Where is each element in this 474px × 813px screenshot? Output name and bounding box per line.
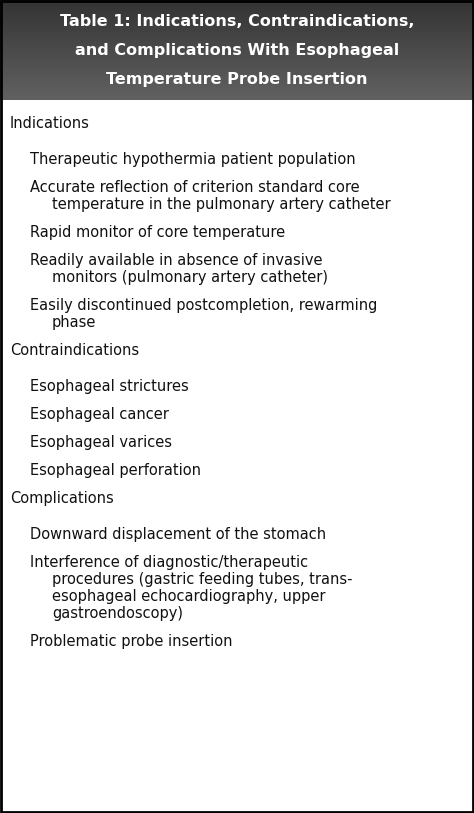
Bar	[0, 25, 474, 26]
Text: Rapid monitor of core temperature: Rapid monitor of core temperature	[30, 225, 285, 240]
Text: Esophageal perforation: Esophageal perforation	[30, 463, 201, 478]
Bar	[0, 30, 474, 31]
Bar	[0, 47, 474, 49]
Bar	[0, 56, 474, 58]
Text: temperature in the pulmonary artery catheter: temperature in the pulmonary artery cath…	[52, 197, 391, 212]
Bar	[0, 5, 474, 7]
Bar	[0, 19, 474, 20]
Text: Esophageal varices: Esophageal varices	[30, 435, 172, 450]
Bar	[0, 96, 474, 98]
Bar	[0, 31, 474, 33]
Bar	[0, 4, 474, 5]
Bar	[0, 81, 474, 82]
Bar	[0, 11, 474, 12]
Bar	[0, 67, 474, 69]
Text: Interference of diagnostic/therapeutic: Interference of diagnostic/therapeutic	[30, 555, 308, 570]
Bar	[0, 12, 474, 14]
Bar	[0, 39, 474, 40]
Bar	[0, 74, 474, 75]
Text: esophageal echocardiography, upper: esophageal echocardiography, upper	[52, 589, 326, 604]
Bar	[0, 21, 474, 23]
Bar	[0, 66, 474, 67]
Text: Easily discontinued postcompletion, rewarming: Easily discontinued postcompletion, rewa…	[30, 298, 377, 313]
Bar	[0, 7, 474, 9]
Text: Accurate reflection of criterion standard core: Accurate reflection of criterion standar…	[30, 180, 360, 195]
Text: Complications: Complications	[10, 491, 114, 506]
Text: Esophageal strictures: Esophageal strictures	[30, 379, 189, 394]
Bar	[0, 95, 474, 96]
Text: Esophageal cancer: Esophageal cancer	[30, 407, 169, 422]
Bar	[0, 61, 474, 63]
Bar	[0, 93, 474, 95]
Bar	[0, 16, 474, 18]
Bar	[0, 70, 474, 72]
Bar	[0, 55, 474, 56]
Bar	[0, 23, 474, 24]
Bar	[0, 45, 474, 46]
Bar	[0, 79, 474, 80]
Text: Downward displacement of the stomach: Downward displacement of the stomach	[30, 527, 326, 542]
Bar	[0, 65, 474, 66]
Bar	[0, 28, 474, 30]
Bar	[0, 77, 474, 79]
Bar	[0, 69, 474, 70]
Bar	[0, 80, 474, 81]
Text: monitors (pulmonary artery catheter): monitors (pulmonary artery catheter)	[52, 270, 328, 285]
Text: Temperature Probe Insertion: Temperature Probe Insertion	[106, 72, 368, 87]
Bar	[0, 42, 474, 44]
Text: phase: phase	[52, 315, 96, 330]
Bar	[0, 98, 474, 100]
Bar	[0, 0, 474, 2]
Bar	[0, 91, 474, 93]
Bar	[0, 86, 474, 88]
Bar	[0, 26, 474, 28]
Bar	[0, 85, 474, 86]
Bar	[0, 50, 474, 51]
Bar	[0, 53, 474, 54]
Bar	[0, 49, 474, 50]
Bar	[0, 35, 474, 37]
Text: Contraindications: Contraindications	[10, 343, 139, 358]
Bar	[0, 76, 474, 77]
Bar	[0, 33, 474, 34]
Bar	[0, 100, 474, 813]
Bar	[0, 54, 474, 55]
Bar	[0, 75, 474, 76]
Bar	[0, 82, 474, 84]
Bar	[0, 9, 474, 10]
Bar	[0, 37, 474, 39]
Bar	[0, 59, 474, 60]
Bar	[0, 72, 474, 74]
Bar	[0, 51, 474, 53]
Text: procedures (gastric feeding tubes, trans-: procedures (gastric feeding tubes, trans…	[52, 572, 353, 587]
Bar	[0, 89, 474, 90]
Text: Indications: Indications	[10, 116, 90, 131]
Bar	[0, 18, 474, 19]
Bar	[0, 20, 474, 21]
Bar	[0, 44, 474, 45]
Bar	[0, 41, 474, 42]
Bar	[0, 34, 474, 35]
Bar	[0, 90, 474, 91]
Bar	[0, 15, 474, 16]
Text: Problematic probe insertion: Problematic probe insertion	[30, 634, 233, 649]
Text: Therapeutic hypothermia patient population: Therapeutic hypothermia patient populati…	[30, 152, 356, 167]
Text: and Complications With Esophageal: and Complications With Esophageal	[75, 43, 399, 58]
Bar	[0, 84, 474, 85]
Text: Table 1: Indications, Contraindications,: Table 1: Indications, Contraindications,	[60, 14, 414, 29]
Bar	[0, 40, 474, 41]
Bar	[0, 46, 474, 47]
Bar	[0, 60, 474, 61]
Bar	[0, 58, 474, 59]
Text: gastroendoscopy): gastroendoscopy)	[52, 606, 183, 621]
Bar	[0, 14, 474, 15]
Bar	[0, 2, 474, 4]
Bar	[0, 88, 474, 89]
Text: Readily available in absence of invasive: Readily available in absence of invasive	[30, 253, 322, 268]
Bar	[0, 63, 474, 65]
Bar	[0, 10, 474, 11]
Bar	[0, 24, 474, 25]
